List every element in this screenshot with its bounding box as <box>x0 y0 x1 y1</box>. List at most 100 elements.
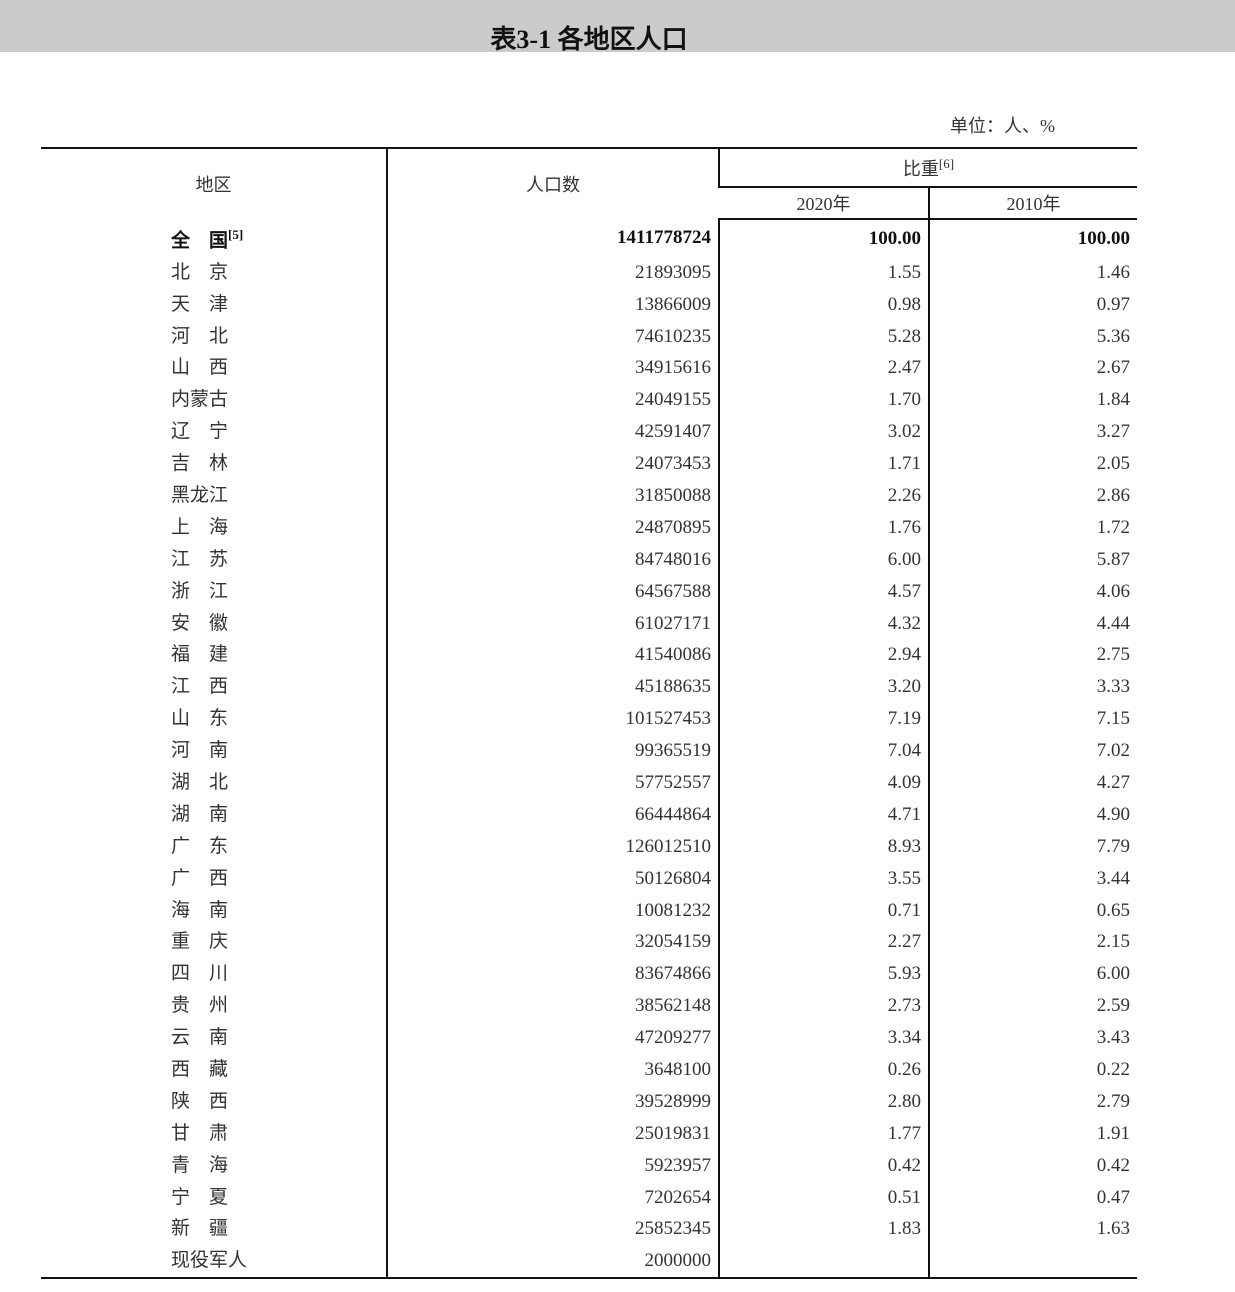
cell-region: 现役军人 <box>41 1244 387 1279</box>
table-row: 重 庆 32054159 2.27 2.15 <box>41 926 1137 958</box>
cell-share-2020: 6.00 <box>718 543 929 576</box>
cell-region: 重 庆 <box>171 931 229 953</box>
cell-share-2020: 2.94 <box>718 639 929 671</box>
table-row: 河 南 99365519 7.04 7.02 <box>41 734 1137 767</box>
cell-share-2020: 3.34 <box>718 1021 929 1054</box>
cell-share-2010: 4.27 <box>928 766 1137 799</box>
cell-population: 47209277 <box>386 1021 719 1054</box>
cell-population: 24073453 <box>386 447 719 480</box>
table-row: 贵 州 38562148 2.73 2.59 <box>41 989 1137 1022</box>
cell-share-2010: 0.47 <box>928 1181 1137 1214</box>
cell-share-2010: 0.22 <box>928 1053 1137 1086</box>
cell-share-2010: 2.75 <box>928 639 1137 671</box>
cell-share-2020: 5.93 <box>718 957 929 990</box>
title-bar <box>0 0 1235 52</box>
cell-region: 上 海 <box>171 516 229 538</box>
table-row: 江 苏 84748016 6.00 5.87 <box>41 543 1137 576</box>
cell-region: 四 川 <box>171 963 229 985</box>
header-2010: 2010年 <box>928 186 1137 220</box>
cell-share-2010: 3.27 <box>928 415 1137 448</box>
table-row: 湖 南 66444864 4.71 4.90 <box>41 798 1137 831</box>
cell-share-2020: 3.20 <box>718 670 929 703</box>
cell-region: 陕 西 <box>171 1090 229 1112</box>
cell-share-2020: 3.02 <box>718 415 929 448</box>
cell-region: 天 津 <box>171 293 229 315</box>
cell-share-2020: 1.76 <box>718 511 929 544</box>
table-row: 宁 夏 7202654 0.51 0.47 <box>41 1181 1137 1214</box>
table-row: 河 北 74610235 5.28 5.36 <box>41 320 1137 352</box>
cell-share-2010: 2.59 <box>928 989 1137 1022</box>
cell-share-2010: 3.43 <box>928 1021 1137 1054</box>
cell-share-2020: 3.55 <box>718 862 929 895</box>
cell-region: 青 海 <box>171 1154 229 1176</box>
cell-share-2010: 3.44 <box>928 862 1137 895</box>
cell-share-2020 <box>718 1244 929 1279</box>
cell-share-2010: 4.06 <box>928 575 1137 608</box>
cell-share-2010: 2.15 <box>928 926 1137 958</box>
cell-region: 江 苏 <box>171 548 229 570</box>
table-row: 辽 宁 42591407 3.02 3.27 <box>41 415 1137 448</box>
cell-population: 50126804 <box>386 862 719 895</box>
cell-share-2020: 4.32 <box>718 607 929 640</box>
cell-share-2010: 7.15 <box>928 702 1137 735</box>
cell-population: 66444864 <box>386 798 719 831</box>
table-row: 吉 林 24073453 1.71 2.05 <box>41 447 1137 480</box>
cell-share-2020: 2.47 <box>718 352 929 384</box>
cell-share-2020: 1.71 <box>718 447 929 480</box>
cell-population: 74610235 <box>386 320 719 352</box>
cell-region: 河 南 <box>171 740 229 762</box>
cell-region: 海 南 <box>171 899 229 921</box>
cell-share-2010: 4.44 <box>928 607 1137 640</box>
cell-region: 福 建 <box>171 644 229 666</box>
cell-share-2020: 7.04 <box>718 734 929 767</box>
table-row: 陕 西 39528999 2.80 2.79 <box>41 1085 1137 1118</box>
cell-share-2010: 2.67 <box>928 352 1137 384</box>
cell-population: 3648100 <box>386 1053 719 1086</box>
cell-region: 云 南 <box>171 1027 229 1049</box>
cell-region: 广 东 <box>171 835 229 857</box>
cell-share-2010: 0.65 <box>928 894 1137 927</box>
table-row: 福 建 41540086 2.94 2.75 <box>41 639 1137 671</box>
table-row: 山 西 34915616 2.47 2.67 <box>41 352 1137 384</box>
cell-share-2010 <box>928 1244 1137 1279</box>
cell-share-2020: 2.73 <box>718 989 929 1022</box>
cell-population: 64567588 <box>386 575 719 608</box>
table-row: 黑龙江 31850088 2.26 2.86 <box>41 479 1137 512</box>
cell-population: 99365519 <box>386 734 719 767</box>
table-row: 湖 北 57752557 4.09 4.27 <box>41 766 1137 799</box>
table-row: 新 疆 25852345 1.83 1.63 <box>41 1213 1137 1245</box>
table-row: 四 川 83674866 5.93 6.00 <box>41 957 1137 990</box>
footnote-ref[interactable]: [5] <box>228 227 244 242</box>
table-row: 内蒙古 24049155 1.70 1.84 <box>41 383 1137 416</box>
cell-share-2010: 1.46 <box>928 256 1137 289</box>
cell-share-2020: 4.71 <box>718 798 929 831</box>
cell-region: 新 疆 <box>171 1218 229 1240</box>
cell-region: 内蒙古 <box>171 389 229 411</box>
cell-share-2010: 2.86 <box>928 479 1137 512</box>
cell-population: 32054159 <box>386 926 719 958</box>
cell-share-2020: 5.28 <box>718 320 929 352</box>
cell-population: 7202654 <box>386 1181 719 1214</box>
cell-share-2020: 100.00 <box>718 219 929 257</box>
cell-share-2020: 0.51 <box>718 1181 929 1214</box>
cell-share-2020: 4.57 <box>718 575 929 608</box>
cell-population: 41540086 <box>386 639 719 671</box>
footnote-ref[interactable]: [6] <box>938 155 955 171</box>
cell-share-2010: 5.87 <box>928 543 1137 576</box>
table-row: 安 徽 61027171 4.32 4.44 <box>41 607 1137 640</box>
cell-region: 江 西 <box>171 676 229 698</box>
cell-share-2020: 1.83 <box>718 1213 929 1245</box>
cell-share-2020: 2.80 <box>718 1085 929 1118</box>
cell-population: 21893095 <box>386 256 719 289</box>
header-population: 人口数 <box>386 147 719 219</box>
cell-share-2010: 7.79 <box>928 830 1137 863</box>
cell-share-2010: 0.42 <box>928 1149 1137 1182</box>
cell-share-2010: 1.72 <box>928 511 1137 544</box>
cell-region: 广 西 <box>171 867 229 889</box>
cell-population: 61027171 <box>386 607 719 640</box>
cell-population: 84748016 <box>386 543 719 576</box>
page-title: 表3-1 各地区人口 <box>490 25 688 54</box>
cell-share-2020: 0.98 <box>718 288 929 321</box>
cell-region: 浙 江 <box>171 580 229 602</box>
cell-population: 24870895 <box>386 511 719 544</box>
